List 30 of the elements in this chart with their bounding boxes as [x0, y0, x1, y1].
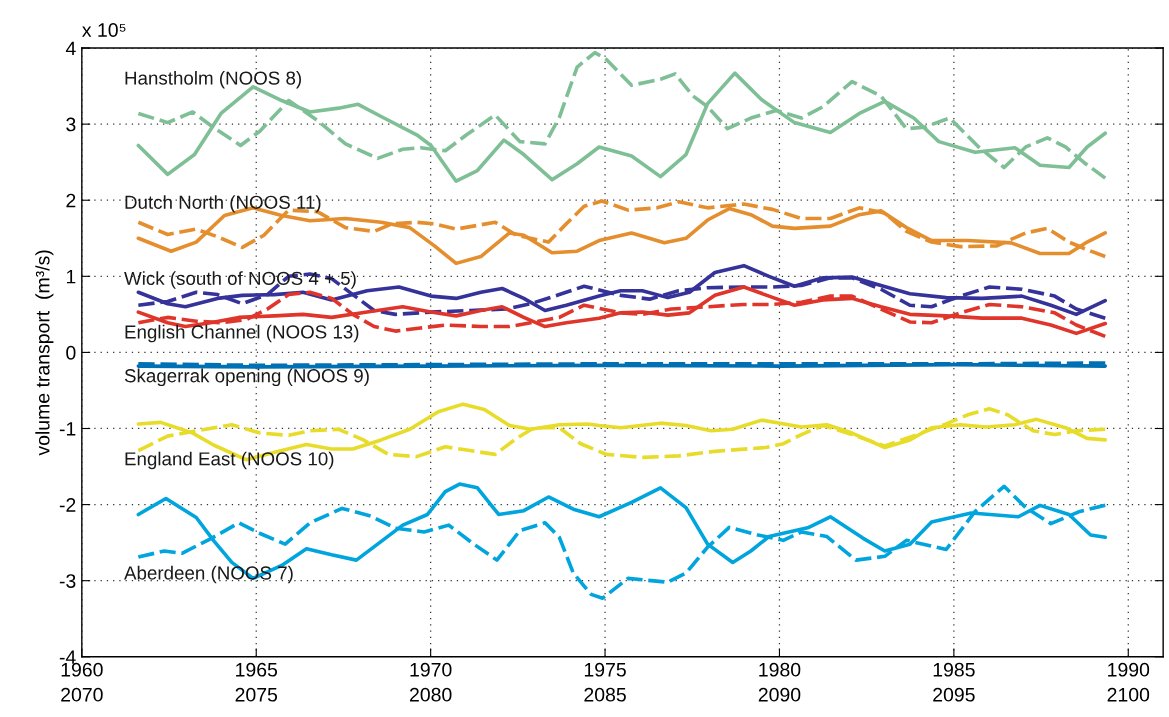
text: x 10⁵: [82, 23, 126, 37]
y-axis-title: volume transport (m³/s): [35, 250, 54, 456]
y-tick-label: -3: [59, 574, 76, 588]
series-label: Hanstholm (NOOS 8): [125, 70, 302, 89]
x-tick-label: 1990: [1108, 662, 1150, 677]
y-tick-label: 4: [65, 41, 76, 56]
x-tick-label: 1980: [759, 662, 801, 677]
y-tick-label: 3: [66, 117, 76, 132]
x2-tick-label: 2085: [584, 687, 626, 702]
series-label: England East (NOOS 10): [125, 451, 334, 470]
series-label: Skagerrak opening (NOOS 9): [124, 368, 369, 387]
y-tick-label: 0: [66, 345, 76, 360]
x2-tick-label: 2080: [410, 687, 452, 702]
y-tick-label: -1: [59, 422, 76, 436]
series-label: Dutch North (NOOS 11): [125, 195, 321, 213]
series-label: English Channel (NOOS 13): [125, 324, 359, 343]
x-tick-label: 1970: [410, 662, 452, 677]
y-tick-label: -2: [59, 498, 76, 512]
y-tick-label: 2: [66, 193, 76, 208]
x-tick-label: 1960: [61, 662, 103, 677]
x2-tick-label: 2090: [758, 687, 801, 702]
x2-tick-label: 2095: [933, 687, 975, 702]
x-tick-label: 1985: [933, 662, 975, 677]
x2-tick-label: 2075: [235, 687, 278, 702]
y-tick-label: 1: [66, 269, 76, 284]
y-tick-label: -4: [59, 650, 76, 664]
x2-tick-label: 2070: [61, 687, 103, 702]
x-tick-label: 1965: [236, 662, 278, 677]
x-tick-label: 1975: [584, 662, 626, 677]
x2-tick-label: 2100: [1107, 687, 1150, 702]
